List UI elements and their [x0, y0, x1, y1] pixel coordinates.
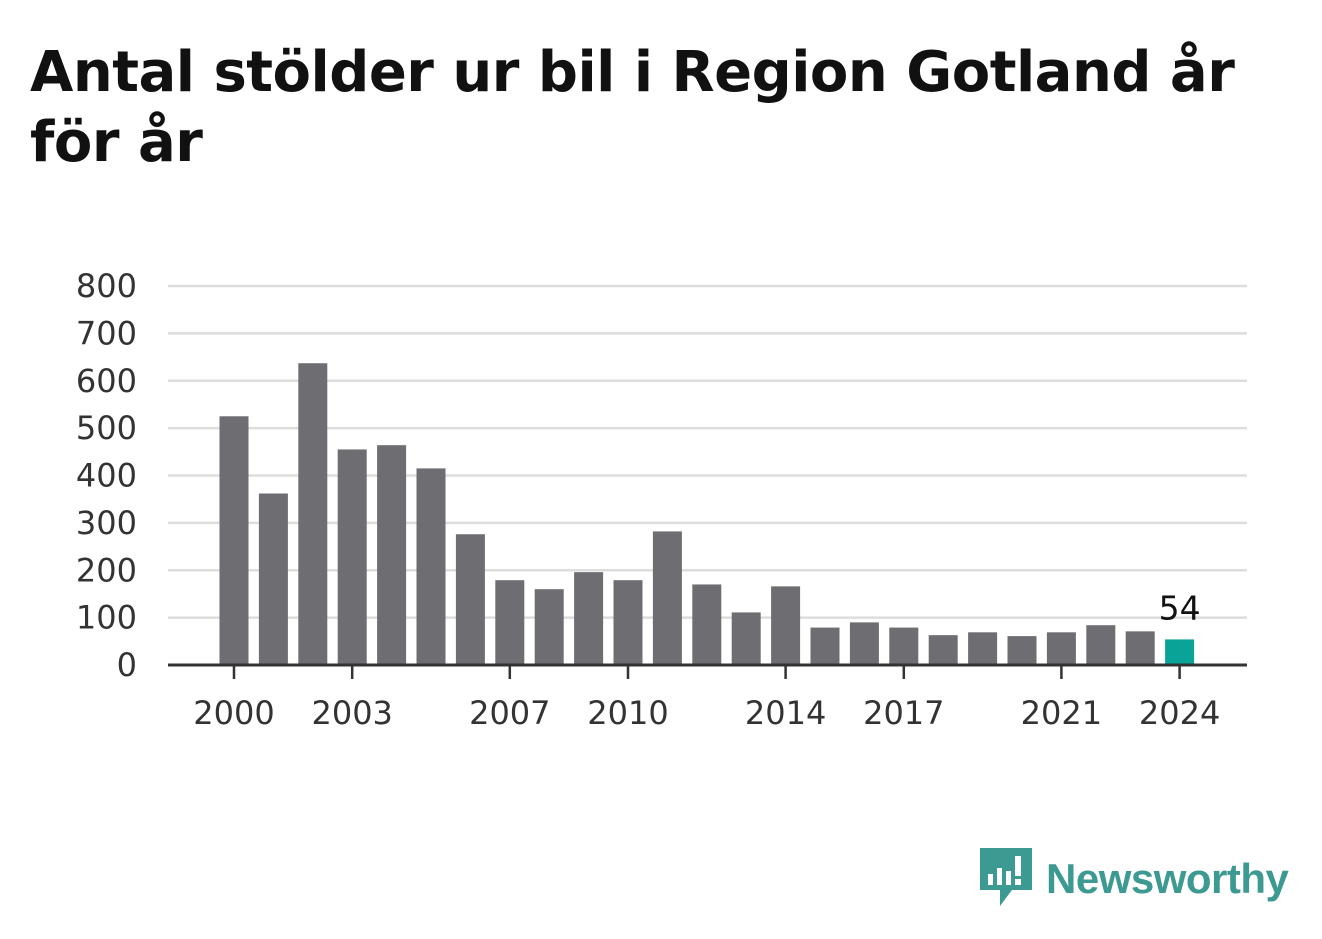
- bars: [219, 363, 1195, 665]
- bar-highlight: [1165, 639, 1195, 665]
- bar: [1086, 625, 1116, 665]
- bar: [889, 627, 919, 665]
- bar: [1125, 631, 1155, 665]
- data-label-highlight: 54: [1159, 588, 1201, 627]
- bar: [849, 622, 879, 665]
- bar: [455, 534, 485, 665]
- y-tick-label: 400: [76, 457, 137, 495]
- x-tick-label: 2000: [193, 694, 274, 732]
- y-tick-label: 200: [76, 551, 137, 589]
- bar: [258, 493, 288, 665]
- bar: [219, 416, 249, 665]
- bar: [298, 363, 328, 665]
- bar: [652, 531, 682, 665]
- bar: [731, 612, 761, 665]
- bar: [810, 627, 840, 665]
- bar: [1046, 632, 1076, 665]
- bar: [377, 445, 407, 665]
- y-tick-label: 0: [117, 646, 137, 684]
- x-tick-label: 2007: [469, 694, 550, 732]
- bar: [1007, 636, 1037, 665]
- x-tick-label: 2010: [587, 694, 668, 732]
- bar: [771, 586, 801, 665]
- bar: [416, 468, 446, 665]
- data-labels: 54: [1159, 588, 1201, 627]
- x-tick-label: 2024: [1139, 694, 1220, 732]
- x-axis-tick-labels: 2000 2003 2007 2010 2014 2017 2021 2024: [193, 665, 1220, 732]
- y-tick-label: 500: [76, 409, 137, 447]
- bar: [692, 584, 722, 665]
- x-tick-label: 2021: [1021, 694, 1102, 732]
- chart-title: Antal stölder ur bil i Region Gotland år…: [30, 40, 1235, 175]
- gridlines: [168, 284, 1247, 619]
- y-axis-tick-labels: 0 100 200 300 400 500 600 700 800: [76, 267, 137, 684]
- newsworthy-logo: Newsworthy: [980, 848, 1289, 910]
- x-tick-label: 2003: [311, 694, 392, 732]
- bar: [574, 572, 604, 665]
- y-tick-label: 800: [76, 267, 137, 305]
- bar: [928, 635, 958, 665]
- bar: [495, 580, 525, 665]
- x-tick-label: 2014: [745, 694, 826, 732]
- bar: [337, 449, 367, 665]
- bar: [968, 632, 998, 665]
- bar: [534, 589, 564, 665]
- y-tick-label: 100: [76, 599, 137, 637]
- newsworthy-logo-icon: [980, 848, 1032, 906]
- y-tick-label: 300: [76, 504, 137, 542]
- y-tick-label: 600: [76, 362, 137, 400]
- brand-name: Newsworthy: [1046, 855, 1289, 902]
- bar: [613, 580, 643, 665]
- x-tick-label: 2017: [863, 694, 944, 732]
- y-tick-label: 700: [76, 314, 137, 352]
